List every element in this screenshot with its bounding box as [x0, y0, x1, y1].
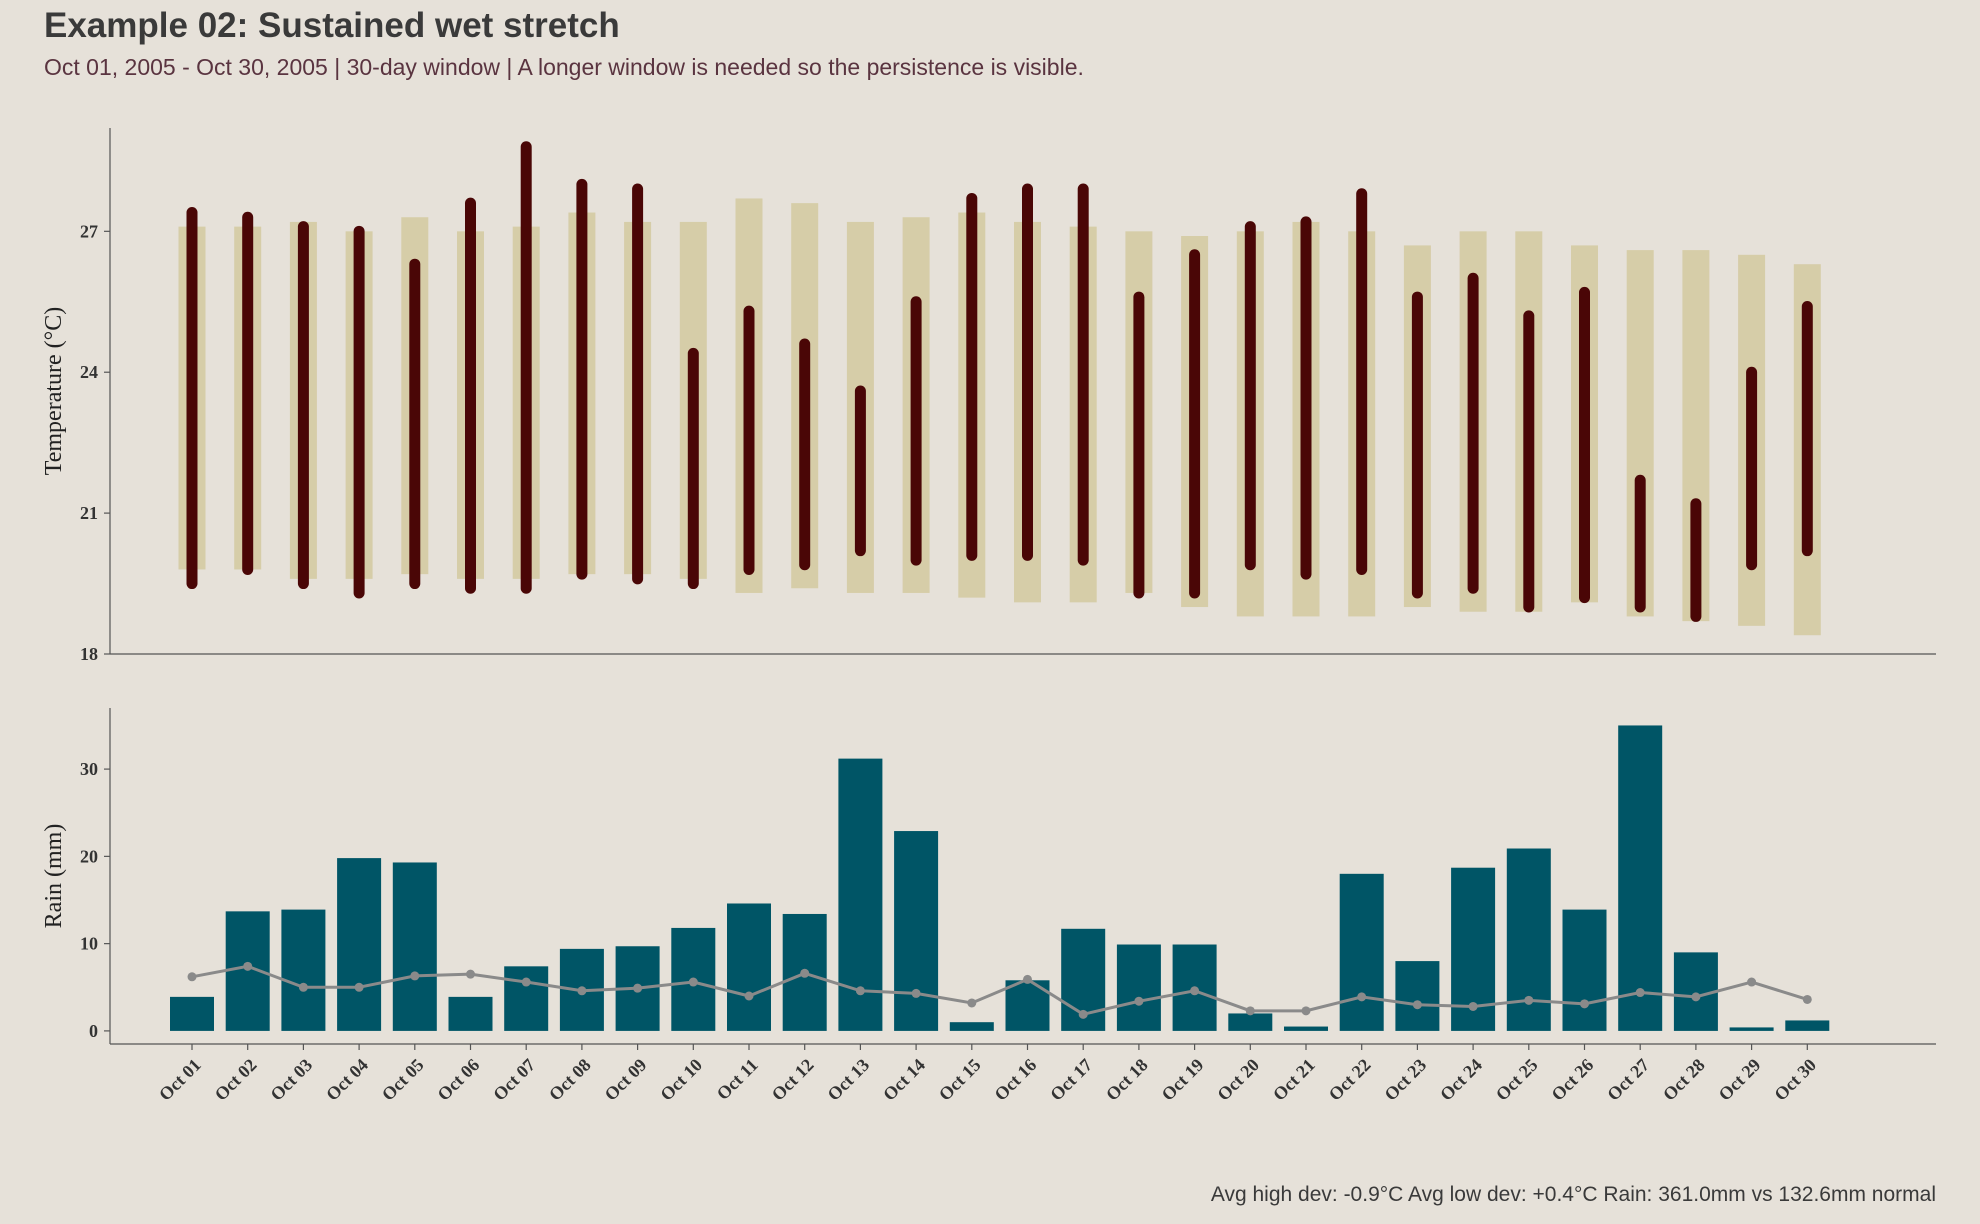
- rain-bar: [1395, 961, 1440, 1031]
- normal-rain-point: [1635, 988, 1645, 998]
- temperature-panel: 18 21 24 27 Temperature (°C): [41, 128, 1936, 664]
- normal-rain-point: [298, 982, 308, 992]
- x-tick-label: Oct 04: [322, 1055, 372, 1105]
- chart-subtitle: Oct 01, 2005 - Oct 30, 2005 | 30-day win…: [44, 54, 1084, 80]
- normal-rain-point: [855, 986, 865, 996]
- rain-y-tick-label: 30: [80, 759, 98, 779]
- x-tick-label: Oct 11: [713, 1055, 762, 1104]
- x-tick-label: Oct 21: [1269, 1055, 1319, 1105]
- rain-bar: [894, 831, 939, 1031]
- rain-bar: [1116, 944, 1161, 1031]
- temp-y-axis-label: Temperature (°C): [41, 307, 67, 476]
- temp-y-tick-label: 27: [80, 221, 98, 241]
- rain-y-axis-label: Rain (mm): [41, 824, 67, 929]
- x-tick-label: Oct 13: [823, 1055, 873, 1105]
- x-tick-label: Oct 12: [768, 1055, 818, 1105]
- rain-bar: [1284, 1026, 1328, 1031]
- x-tick-label: Oct 26: [1547, 1055, 1597, 1105]
- rain-bar: [504, 966, 549, 1031]
- x-tick-label: Oct 24: [1436, 1055, 1486, 1105]
- rain-bar: [337, 858, 382, 1031]
- normal-rain-point: [1078, 1009, 1088, 1019]
- rain-panel: 0 10 20 30 Rain (mm): [41, 708, 1936, 1045]
- normal-rain-point: [967, 998, 977, 1008]
- temp-y-tick-label: 18: [80, 644, 98, 664]
- rain-bar: [1618, 725, 1663, 1031]
- normal-rain-point: [911, 988, 921, 998]
- normal-rain-point: [354, 982, 364, 992]
- x-tick-label: Oct 02: [211, 1055, 261, 1105]
- x-tick-label: Oct 10: [656, 1055, 706, 1105]
- x-tick-label: Oct 25: [1492, 1055, 1542, 1105]
- normal-rain-point: [688, 977, 698, 987]
- x-tick-label: Oct 06: [433, 1055, 483, 1105]
- normal-rain-line: [191, 964, 1808, 1016]
- normal-rain-point: [187, 972, 197, 982]
- x-tick-label: Oct 17: [1046, 1055, 1096, 1105]
- x-tick-label: Oct 23: [1380, 1055, 1430, 1105]
- rain-bar: [1228, 1013, 1273, 1031]
- x-axis: Oct 01 Oct 02 Oct 03 Oct 04 Oct 05 Oct 06 Oct …: [155, 1044, 1820, 1105]
- x-tick-label: Oct 14: [879, 1055, 929, 1105]
- normal-rain-point: [1747, 977, 1757, 987]
- normal-rain-point: [1691, 992, 1701, 1002]
- normal-rain-point: [1580, 999, 1589, 1009]
- rain-bar: [1339, 873, 1384, 1031]
- x-tick-label: Oct 30: [1770, 1055, 1820, 1105]
- normal-rain-point: [1301, 1006, 1311, 1016]
- x-tick-label: Oct 18: [1102, 1055, 1152, 1105]
- normal-rain-point: [744, 991, 754, 1001]
- x-tick-label: Oct 27: [1603, 1055, 1653, 1105]
- temp-y-tick-label: 24: [80, 362, 98, 382]
- x-tick-label: Oct 19: [1158, 1055, 1208, 1105]
- normal-rain-point: [1190, 986, 1200, 996]
- rain-y-tick-label: 20: [80, 846, 98, 866]
- normal-rain-point: [633, 983, 643, 993]
- temp-y-tick-label: 21: [80, 503, 98, 523]
- normal-rain-point: [1023, 974, 1032, 984]
- normal-rain-point: [1468, 1001, 1478, 1011]
- normal-rain-point: [1245, 1006, 1255, 1016]
- normal-rain-point: [1357, 992, 1367, 1002]
- x-tick-label: Oct 28: [1659, 1055, 1709, 1105]
- x-tick-label: Oct 15: [935, 1055, 985, 1105]
- x-tick-label: Oct 01: [155, 1055, 205, 1105]
- normal-rain-point: [1802, 994, 1812, 1004]
- x-tick-label: Oct 22: [1325, 1055, 1375, 1105]
- rain-bar: [1785, 1020, 1830, 1031]
- summary-footer: Avg high dev: -0.9°C Avg low dev: +0.4°C…: [1210, 1183, 1936, 1206]
- rain-y-tick-label: 10: [80, 934, 98, 954]
- normal-rain-point: [243, 961, 253, 971]
- rain-bar: [1729, 1027, 1774, 1031]
- x-tick-label: Oct 05: [378, 1055, 428, 1105]
- normal-rain-point: [1412, 1000, 1422, 1010]
- normal-rain-point: [577, 986, 587, 996]
- rain-bar: [392, 862, 437, 1031]
- x-tick-label: Oct 09: [601, 1055, 651, 1105]
- rain-bar: [281, 909, 326, 1031]
- normal-rain-point: [1524, 995, 1534, 1005]
- chart-title: Example 02: Sustained wet stretch: [44, 6, 620, 45]
- rain-bar: [1562, 909, 1607, 1031]
- normal-rain-point: [1134, 996, 1144, 1006]
- x-tick-label: Oct 08: [545, 1055, 595, 1105]
- x-tick-label: Oct 29: [1715, 1055, 1765, 1105]
- x-tick-label: Oct 20: [1213, 1055, 1263, 1105]
- x-tick-label: Oct 03: [266, 1055, 316, 1105]
- rain-bar: [448, 996, 493, 1031]
- rain-y-tick-label: 0: [89, 1021, 98, 1041]
- x-tick-label: Oct 16: [990, 1055, 1040, 1105]
- normal-rain-point: [800, 968, 810, 978]
- rain-bar: [949, 1022, 994, 1031]
- rain-bar: [727, 903, 771, 1031]
- normal-rain-point: [521, 977, 531, 987]
- rain-bar: [170, 996, 214, 1031]
- normal-rain-point: [466, 969, 475, 979]
- normal-rain-point: [410, 971, 420, 981]
- x-tick-label: Oct 07: [489, 1055, 539, 1105]
